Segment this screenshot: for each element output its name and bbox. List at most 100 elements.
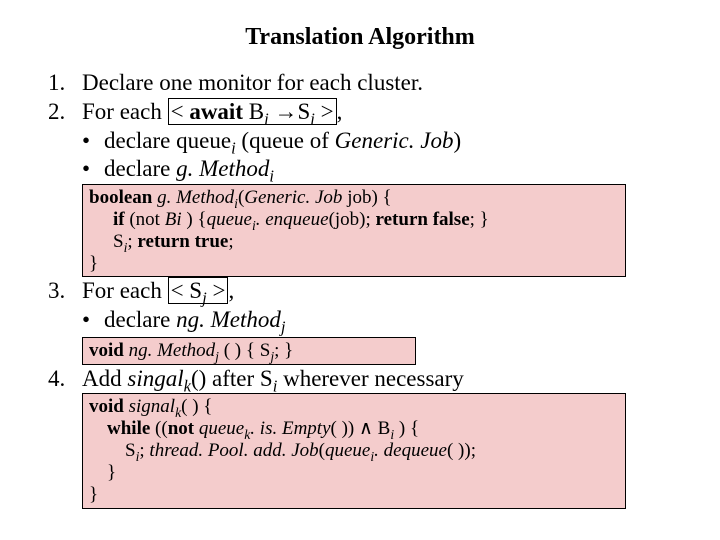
c1l2c: Bi (165, 209, 182, 230)
c2l1b: ng. Method (124, 340, 215, 361)
c1l2h: return false (376, 209, 470, 230)
bt-31: declare ng. Methodj (104, 306, 672, 335)
title: Translation Algorithm (48, 24, 672, 51)
t4a: Add (82, 366, 127, 391)
c3l1c: ( ) { (181, 396, 212, 417)
c1l2e: queue (207, 209, 252, 230)
t2b7: > (315, 99, 334, 124)
slide: Translation Algorithm 1. Declare one mon… (0, 0, 720, 519)
c3l1a: void (89, 396, 124, 417)
c3l2c: not (168, 418, 194, 439)
item-1: 1. Declare one monitor for each cluster. (48, 69, 672, 98)
c2l1a: void (89, 340, 124, 361)
item-4: 4. Add singalk() after Si wherever neces… (48, 365, 672, 394)
c3l1: void signalk( ) { (89, 396, 619, 418)
c1l1a: boolean (89, 187, 157, 208)
b21c: ) (453, 128, 461, 153)
t4c: wherever necessary (277, 366, 463, 391)
t3b1: < S (171, 278, 203, 303)
t4s: k (184, 376, 191, 395)
c1l2f: . enqueue (256, 209, 329, 230)
codebox-3: void signalk( ) { while ((not queuek. is… (48, 393, 672, 508)
t4b: () after S (191, 366, 273, 391)
c1l2i: ; } (470, 209, 489, 230)
t4it: singal (127, 366, 183, 391)
c1l3b: ; (127, 231, 137, 252)
b22sub: i (269, 167, 274, 186)
c1l2g: (job); (329, 209, 376, 230)
c1l2: if (not Bi ) {queuei. enqueue(job); retu… (89, 209, 619, 231)
t2-box: < await Bi →Si > (168, 98, 337, 125)
c3l2b: (( (150, 418, 167, 439)
t3-box: < Sj > (168, 277, 229, 304)
c1l2b: (not (125, 209, 165, 230)
text-4: Add singalk() after Si wherever necessar… (82, 365, 672, 394)
t3b3: > (207, 278, 226, 303)
c1l1d: Generic. Job (244, 187, 342, 208)
c1l3a: S (113, 231, 124, 252)
c3l2g: ∧ (359, 418, 373, 439)
c1l1b: g. Method (157, 187, 234, 208)
num-1: 1. (48, 69, 82, 98)
b31sub: j (281, 318, 286, 337)
bullet-22: • declare g. Methodi (48, 155, 672, 184)
c3l1b: signal (124, 396, 175, 417)
c3l3f: . dequeue (374, 440, 447, 461)
c3l2f: ( )) (331, 418, 359, 439)
b22it: g. Method (176, 156, 269, 181)
bul-31: • (82, 306, 104, 335)
c1l1e: job) { (342, 187, 391, 208)
c3l3e: queue (325, 440, 370, 461)
text-1: Declare one monitor for each cluster. (82, 69, 672, 98)
bt-21: declare queuei (queue of Generic. Job) (104, 127, 672, 156)
text-3: For each < Sj >, (82, 277, 672, 306)
codebox-2: void ng. Methodj ( ) { Sj; } (48, 335, 672, 365)
b31a: declare (104, 307, 176, 332)
text-2: For each < await Bi →Si >, (82, 98, 672, 127)
c3l2: while ((not queuek. is. Empty( )) ∧ Bi )… (89, 418, 619, 440)
bullet-21: • declare queuei (queue of Generic. Job) (48, 127, 672, 156)
item-2: 2. For each < await Bi →Si >, (48, 98, 672, 127)
c1l4: } (89, 253, 619, 275)
c3l2d: queue (194, 418, 244, 439)
c3l5: } (89, 484, 619, 506)
c1l3: Si; return true; (89, 231, 619, 253)
bul-21: • (82, 127, 104, 156)
c1l1: boolean g. Methodi(Generic. Job job) { (89, 187, 619, 209)
c1l3d: ; (228, 231, 233, 252)
c3l3a: S (125, 440, 136, 461)
c3l3g: ( )); (447, 440, 476, 461)
c1l2d: ) { (182, 209, 207, 230)
codebox-1: boolean g. Methodi(Generic. Job job) { i… (48, 184, 672, 277)
bul-22: • (82, 155, 104, 184)
c3l3: Si; thread. Pool. add. Job(queuei. deque… (89, 440, 619, 462)
t3a: For each (82, 278, 168, 303)
t2-pre: For each (82, 99, 168, 124)
bullet-31: • declare ng. Methodj (48, 306, 672, 335)
c3l3c: thread. Pool. add. Job (149, 440, 318, 461)
c1l2a: if (113, 209, 125, 230)
item-3: 3. For each < Sj >, (48, 277, 672, 306)
t2b1: < (171, 99, 190, 124)
c3l4: } (89, 462, 619, 484)
t3c: , (228, 278, 234, 303)
num-3: 3. (48, 277, 82, 306)
c2l1: void ng. Methodj ( ) { Sj; } (89, 340, 409, 362)
c1l3c: return true (137, 231, 228, 252)
c2l1d: ; } (274, 340, 293, 361)
b31it: ng. Method (176, 307, 281, 332)
c2l1c: ( ) { S (219, 340, 270, 361)
c3l2h: B (373, 418, 390, 439)
c3l3b: ; (139, 440, 149, 461)
bt-22: declare g. Methodi (104, 155, 672, 184)
b22a: declare (104, 156, 176, 181)
num-4: 4. (48, 365, 82, 394)
content: 1. Declare one monitor for each cluster.… (48, 69, 672, 509)
b21q: queue (176, 128, 231, 153)
t2b3: B (243, 99, 264, 124)
c3l2a: while (107, 418, 150, 439)
b21it: Generic. Job (335, 128, 454, 153)
b21a: declare (104, 128, 176, 153)
b21b: (queue of (236, 128, 335, 153)
t2-post: , (337, 99, 343, 124)
